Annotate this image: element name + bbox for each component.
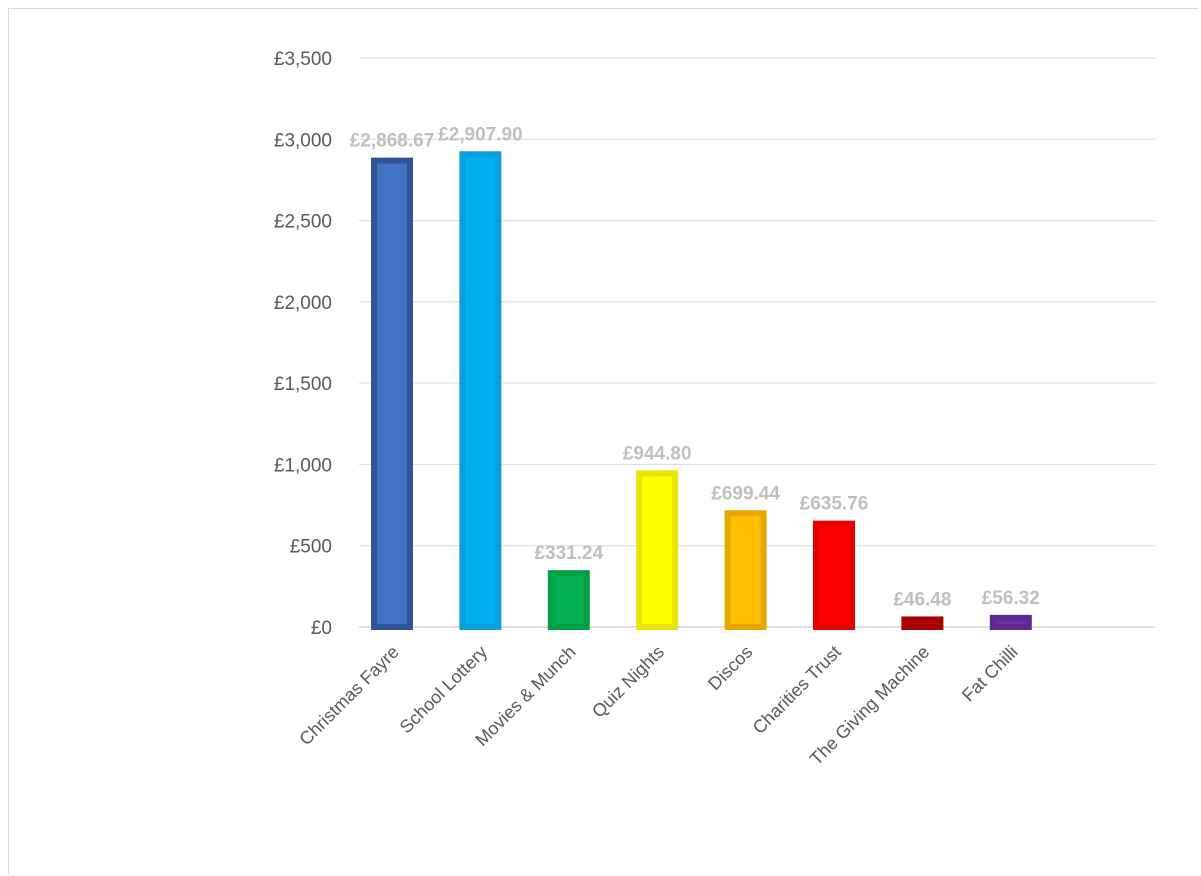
data-label: £944.80 bbox=[623, 443, 692, 464]
y-tick-label: £1,000 bbox=[274, 455, 332, 476]
y-tick-label: £500 bbox=[290, 537, 332, 558]
chart-frame bbox=[8, 8, 1198, 874]
bar bbox=[724, 510, 767, 630]
bar bbox=[371, 157, 413, 630]
bar bbox=[901, 616, 944, 630]
category-label: Discos bbox=[704, 642, 756, 694]
data-label: £331.24 bbox=[534, 543, 603, 564]
bar bbox=[636, 470, 679, 631]
data-label: £2,907.90 bbox=[438, 124, 523, 145]
data-label: £2,868.67 bbox=[350, 131, 435, 152]
y-tick-label: £3,000 bbox=[274, 130, 332, 151]
bar bbox=[813, 520, 855, 631]
data-label: £46.48 bbox=[893, 589, 951, 610]
category-label: Christmas Fayre bbox=[295, 642, 403, 750]
bar bbox=[547, 570, 590, 630]
y-tick-label: £3,500 bbox=[274, 49, 332, 70]
y-tick-label: £2,000 bbox=[274, 293, 332, 314]
category-label: Charities Trust bbox=[749, 642, 845, 738]
y-tick-label: £0 bbox=[311, 618, 332, 639]
data-label: £699.44 bbox=[711, 483, 780, 504]
bar bbox=[989, 614, 1032, 631]
category-label: School Lottery bbox=[396, 642, 492, 738]
data-label: £56.32 bbox=[982, 588, 1040, 609]
bar bbox=[459, 151, 502, 630]
data-label: £635.76 bbox=[800, 494, 869, 515]
y-tick-label: £1,500 bbox=[274, 374, 332, 395]
y-tick-label: £2,500 bbox=[274, 212, 332, 233]
category-label: Fat Chilli bbox=[958, 642, 1022, 706]
category-label: Quiz Nights bbox=[588, 642, 668, 722]
